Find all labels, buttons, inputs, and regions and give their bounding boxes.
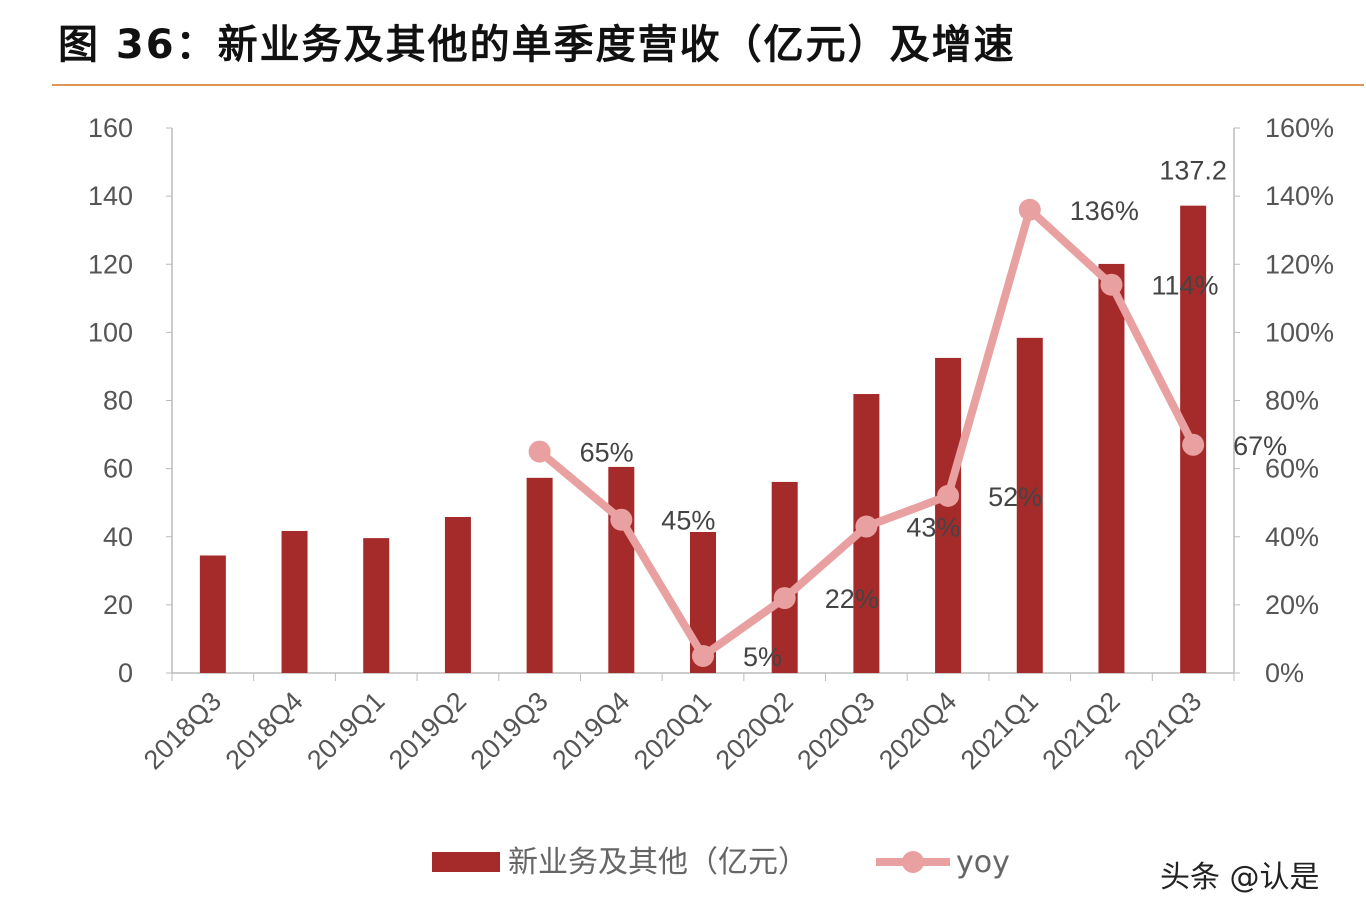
bar-2018Q3 — [199, 555, 226, 673]
bar-2019Q4 — [608, 466, 635, 673]
x-tick-label: 2018Q4 — [220, 686, 309, 775]
yoy-point-2019Q3 — [528, 440, 551, 463]
yoy-point-2020Q2 — [773, 587, 796, 610]
y-left-tick-label: 40 — [103, 522, 133, 552]
y-right-tick-label: 80% — [1265, 386, 1319, 416]
x-tick-label: 2020Q1 — [628, 686, 717, 775]
y-left-tick-label: 0 — [118, 658, 133, 688]
x-tick-label: 2021Q1 — [955, 686, 1044, 775]
legend-line-marker — [902, 851, 924, 873]
yoy-point-2019Q4 — [610, 508, 633, 531]
legend-bar-label: 新业务及其他（亿元） — [508, 845, 808, 880]
title-divider — [52, 84, 1364, 86]
yoy-point-2020Q4 — [937, 484, 960, 507]
chart-title: 图 36：新业务及其他的单季度营收（亿元）及增速 — [58, 22, 1016, 68]
legend-bar-swatch — [432, 852, 500, 872]
y-right-tick-label: 40% — [1265, 522, 1319, 552]
y-right-tick-label: 60% — [1265, 454, 1319, 484]
y-left-tick-label: 100 — [88, 317, 133, 347]
y-left-tick-label: 120 — [88, 249, 133, 279]
yoy-data-label: 45% — [661, 506, 715, 536]
x-tick-label: 2021Q2 — [1037, 686, 1126, 775]
x-tick-label: 2019Q2 — [383, 686, 472, 775]
yoy-data-label: 5% — [743, 642, 782, 672]
x-tick-label: 2020Q3 — [791, 686, 880, 775]
yoy-point-2020Q3 — [855, 515, 878, 538]
bar-2019Q2 — [444, 516, 471, 673]
y-left-tick-label: 80 — [103, 386, 133, 416]
x-tick-label: 2020Q4 — [873, 686, 962, 775]
yoy-point-2021Q2 — [1100, 273, 1123, 296]
watermark: 头条 @认是 — [1160, 860, 1320, 895]
bar-2018Q4 — [281, 530, 308, 673]
y-right-tick-label: 140% — [1265, 181, 1334, 211]
y-right-tick-label: 20% — [1265, 590, 1319, 620]
bar-2020Q4 — [935, 357, 962, 673]
y-right-tick-label: 160% — [1265, 113, 1334, 143]
x-tick-label: 2019Q1 — [301, 686, 390, 775]
yoy-data-label: 43% — [906, 513, 960, 543]
y-right-tick-label: 100% — [1265, 317, 1334, 347]
x-tick-label: 2018Q3 — [138, 686, 227, 775]
yoy-point-2021Q1 — [1018, 198, 1041, 221]
y-right-tick-label: 0% — [1265, 658, 1304, 688]
y-left-tick-label: 60 — [103, 454, 133, 484]
y-left-tick-label: 20 — [103, 590, 133, 620]
y-right-tick-label: 120% — [1265, 249, 1334, 279]
yoy-data-label: 22% — [825, 584, 879, 614]
legend-line-label: yoy — [956, 845, 1010, 880]
x-tick-label: 2020Q2 — [710, 686, 799, 775]
yoy-point-2021Q3 — [1182, 433, 1205, 456]
bar-2019Q3 — [526, 477, 553, 673]
yoy-data-label: 136% — [1070, 196, 1139, 226]
yoy-point-2020Q1 — [692, 644, 714, 667]
x-tick-label: 2019Q4 — [546, 686, 635, 775]
bar-2019Q1 — [363, 538, 390, 673]
y-left-tick-label: 140 — [88, 181, 133, 211]
x-tick-label: 2021Q3 — [1118, 686, 1207, 775]
y-left-tick-label: 160 — [88, 113, 133, 143]
x-tick-label: 2019Q3 — [465, 686, 554, 775]
yoy-data-label: 65% — [580, 438, 634, 468]
yoy-data-label: 114% — [1151, 271, 1218, 301]
yoy-data-label: 67% — [1233, 431, 1287, 461]
bar-2020Q2 — [771, 481, 798, 673]
bar-2021Q1 — [1016, 337, 1043, 673]
bar-data-label: 137.2 — [1159, 156, 1227, 186]
bar-2021Q2 — [1098, 263, 1125, 673]
yoy-data-label: 52% — [988, 482, 1042, 512]
